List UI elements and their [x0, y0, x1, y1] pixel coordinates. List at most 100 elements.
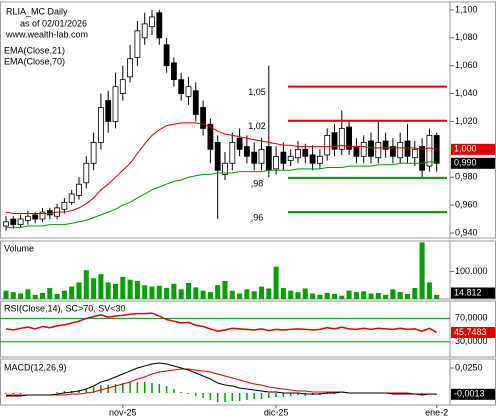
- candle-body: [170, 62, 177, 81]
- candle-body: [149, 16, 155, 28]
- candle-body: [229, 141, 236, 164]
- y-tick-label: 1,100: [455, 4, 478, 14]
- histogram-bar: [202, 393, 204, 398]
- chart-title: RLIA_MC Daily: [6, 6, 68, 16]
- last-value-label: 1,000: [454, 144, 477, 154]
- candle-body: [141, 23, 148, 39]
- histogram-bar: [216, 393, 219, 402]
- volume-bar: [310, 293, 316, 299]
- volume-bar: [149, 286, 155, 299]
- candle-body: [346, 126, 353, 150]
- volume-bar: [142, 285, 148, 299]
- rsi-line: [5, 312, 438, 334]
- last-value-label: 0,990: [454, 158, 477, 168]
- histogram-bar: [165, 386, 168, 393]
- candle-body: [119, 79, 126, 94]
- candle-body: [324, 135, 331, 156]
- histogram-bar: [209, 393, 212, 400]
- candle-body: [302, 148, 309, 157]
- candle-body: [3, 221, 9, 227]
- candle-body: [273, 155, 280, 170]
- histogram-bar: [224, 393, 226, 402]
- histogram-bar: [129, 382, 131, 393]
- x-tick-label: dic-25: [264, 407, 289, 417]
- candle-body: [185, 86, 192, 97]
- candle-body: [127, 58, 133, 78]
- legend-label: EMA(Close,21): [4, 45, 65, 55]
- histogram-bar: [5, 393, 7, 394]
- level-label: ,96: [251, 212, 264, 222]
- panel-title: RSI(Close,14), SC>70, SV<30: [4, 303, 126, 313]
- histogram-bar: [92, 387, 95, 393]
- source: www.wealth-lab.com: [5, 29, 88, 39]
- candle-body: [258, 148, 265, 164]
- volume-bar: [98, 274, 104, 299]
- candle-body: [156, 12, 163, 39]
- histogram-bar: [151, 383, 153, 393]
- panel-title: MACD(12,26,9): [4, 362, 67, 372]
- histogram-bar: [100, 385, 102, 393]
- volume-bar: [113, 283, 118, 299]
- volume-bar: [40, 292, 45, 299]
- volume-bar: [280, 287, 286, 299]
- candle-body: [331, 132, 338, 150]
- volume-bar: [18, 293, 24, 299]
- histogram-bar: [246, 393, 248, 400]
- y-tick-label: 0,980: [455, 172, 478, 182]
- candle-body: [243, 146, 250, 157]
- volume-bar: [229, 290, 235, 299]
- volume-bar: [171, 283, 177, 299]
- last-value-box: [451, 287, 495, 299]
- volume-bar: [69, 286, 75, 299]
- volume-bar: [390, 289, 396, 299]
- y-tick-label: 1,020: [455, 116, 478, 126]
- histogram-bar: [180, 392, 182, 393]
- candle-body: [200, 107, 207, 129]
- x-tick-label: ene-2: [425, 407, 448, 417]
- volume-bar: [83, 270, 89, 299]
- histogram-bar: [231, 393, 234, 401]
- candle-body: [251, 151, 258, 164]
- candle-body: [10, 218, 17, 226]
- volume-bar: [105, 282, 111, 299]
- volume-bar: [405, 294, 410, 299]
- volume-bar: [127, 279, 133, 299]
- histogram-bar: [238, 393, 241, 401]
- volume-bar: [244, 289, 250, 299]
- volume-bar: [397, 292, 403, 299]
- histogram-bar: [275, 393, 277, 397]
- legend-label: EMA(Close,70): [4, 56, 65, 66]
- volume-bar: [215, 285, 221, 299]
- histogram-bar: [173, 389, 175, 393]
- candle-body: [426, 135, 433, 167]
- volume-bar: [200, 290, 206, 299]
- candle-body: [17, 218, 24, 226]
- ema-line: [6, 161, 437, 228]
- candle-body: [222, 162, 228, 175]
- volume-bar: [3, 290, 9, 299]
- candle-body: [90, 141, 97, 164]
- candle-body: [214, 141, 221, 171]
- volume-bar: [426, 282, 432, 299]
- candle-body: [338, 128, 345, 150]
- histogram-bar: [282, 393, 285, 397]
- candle-body: [163, 44, 170, 67]
- candle-body: [280, 151, 287, 164]
- y-tick-label: 1,040: [455, 88, 478, 98]
- candle-body: [316, 155, 323, 164]
- candle-body: [389, 146, 396, 157]
- histogram-bar: [253, 393, 255, 399]
- level-label: ,98: [251, 178, 264, 188]
- y-tick-label: 0,0250: [455, 362, 483, 372]
- histogram-bar: [195, 393, 197, 396]
- histogram-bar: [289, 393, 292, 396]
- volume-bar: [361, 291, 367, 299]
- histogram-bar: [268, 393, 270, 398]
- histogram-bar: [187, 393, 190, 394]
- volume-bar: [120, 276, 126, 299]
- volume-bar: [222, 281, 228, 299]
- volume-bar: [237, 293, 243, 299]
- candle-body: [98, 107, 104, 143]
